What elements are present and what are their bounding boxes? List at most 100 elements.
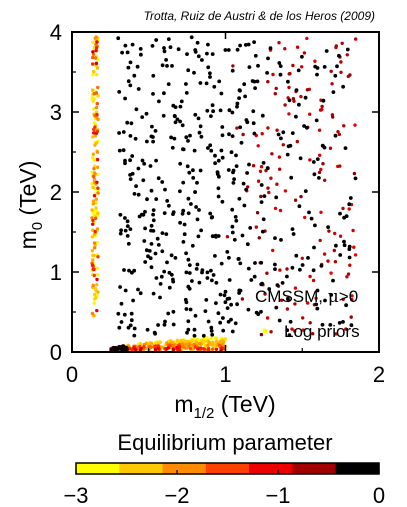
data-point [333, 73, 338, 78]
data-point [150, 124, 154, 129]
data-point [91, 50, 95, 54]
data-point [314, 296, 318, 300]
data-point [253, 86, 257, 90]
data-point [185, 164, 190, 169]
data-point [136, 166, 141, 171]
data-point [233, 321, 238, 326]
data-point [133, 136, 138, 141]
data-point [116, 36, 121, 41]
data-point [151, 208, 156, 213]
data-point [96, 211, 100, 215]
data-point [171, 341, 175, 345]
data-point [326, 225, 330, 230]
data-point [180, 123, 185, 128]
colorbar-tick-label: −1 [265, 483, 290, 507]
data-point [168, 45, 173, 50]
data-point [260, 113, 265, 118]
data-point [125, 234, 130, 238]
colorbar-tick-label: −2 [164, 483, 189, 507]
data-point [171, 348, 175, 352]
data-point [220, 155, 225, 160]
data-point [96, 186, 100, 190]
data-point [221, 328, 226, 333]
data-point [226, 168, 231, 172]
data-point [205, 270, 210, 275]
data-point [306, 301, 310, 305]
colorbar-segment [249, 463, 294, 474]
data-point [342, 124, 346, 128]
data-point [313, 223, 317, 228]
data-point [139, 212, 144, 217]
data-point [275, 128, 279, 132]
data-point [354, 37, 358, 41]
data-point [210, 103, 215, 108]
data-point [126, 65, 131, 70]
data-point [119, 228, 123, 233]
data-point [199, 134, 204, 139]
data-point [207, 340, 211, 344]
data-point [185, 52, 189, 56]
data-point [117, 346, 122, 351]
data-point [188, 133, 192, 138]
data-point [245, 242, 250, 247]
data-point [311, 268, 316, 273]
data-point [305, 36, 309, 41]
data-point [231, 64, 235, 68]
data-point [291, 63, 295, 68]
data-point [166, 82, 171, 86]
data-point [287, 85, 291, 90]
data-point [289, 175, 294, 180]
data-point [164, 232, 169, 237]
data-point [329, 271, 333, 275]
data-point [223, 48, 228, 52]
data-point [90, 216, 94, 220]
data-point [160, 231, 165, 236]
data-point [153, 348, 158, 352]
data-point [161, 113, 166, 118]
data-point [342, 239, 346, 244]
data-point [195, 40, 200, 45]
data-point [149, 265, 154, 270]
data-point [208, 71, 212, 76]
data-point [259, 165, 264, 169]
data-point [290, 131, 295, 136]
data-point [92, 273, 97, 278]
data-point [95, 101, 100, 106]
data-point [197, 130, 202, 135]
data-point [231, 181, 236, 185]
data-point [192, 327, 197, 332]
data-point [123, 288, 128, 293]
data-point [315, 72, 319, 77]
data-point [274, 195, 279, 200]
data-point [151, 291, 156, 296]
data-point [92, 167, 96, 171]
colorbar-segment [205, 463, 250, 474]
data-point [170, 64, 174, 68]
data-point [125, 219, 130, 224]
data-point [230, 134, 235, 139]
data-point [179, 99, 184, 104]
data-point [314, 302, 319, 307]
data-point [123, 158, 127, 163]
data-point [345, 275, 349, 279]
data-point [197, 208, 201, 212]
data-point [119, 320, 124, 324]
colorbar-segment [119, 463, 164, 474]
data-point [95, 150, 100, 154]
data-point [118, 231, 123, 236]
data-point [134, 107, 139, 112]
data-point [136, 192, 141, 197]
data-point [293, 302, 297, 306]
data-point [165, 260, 169, 265]
data-point [300, 256, 304, 260]
data-point [265, 71, 269, 75]
data-point [166, 311, 171, 316]
data-point [302, 124, 306, 128]
data-point [352, 245, 356, 249]
data-point [319, 264, 324, 268]
data-point [278, 64, 283, 68]
data-point [149, 341, 154, 345]
data-point [266, 186, 270, 190]
data-point [275, 283, 280, 287]
data-point [227, 132, 231, 137]
